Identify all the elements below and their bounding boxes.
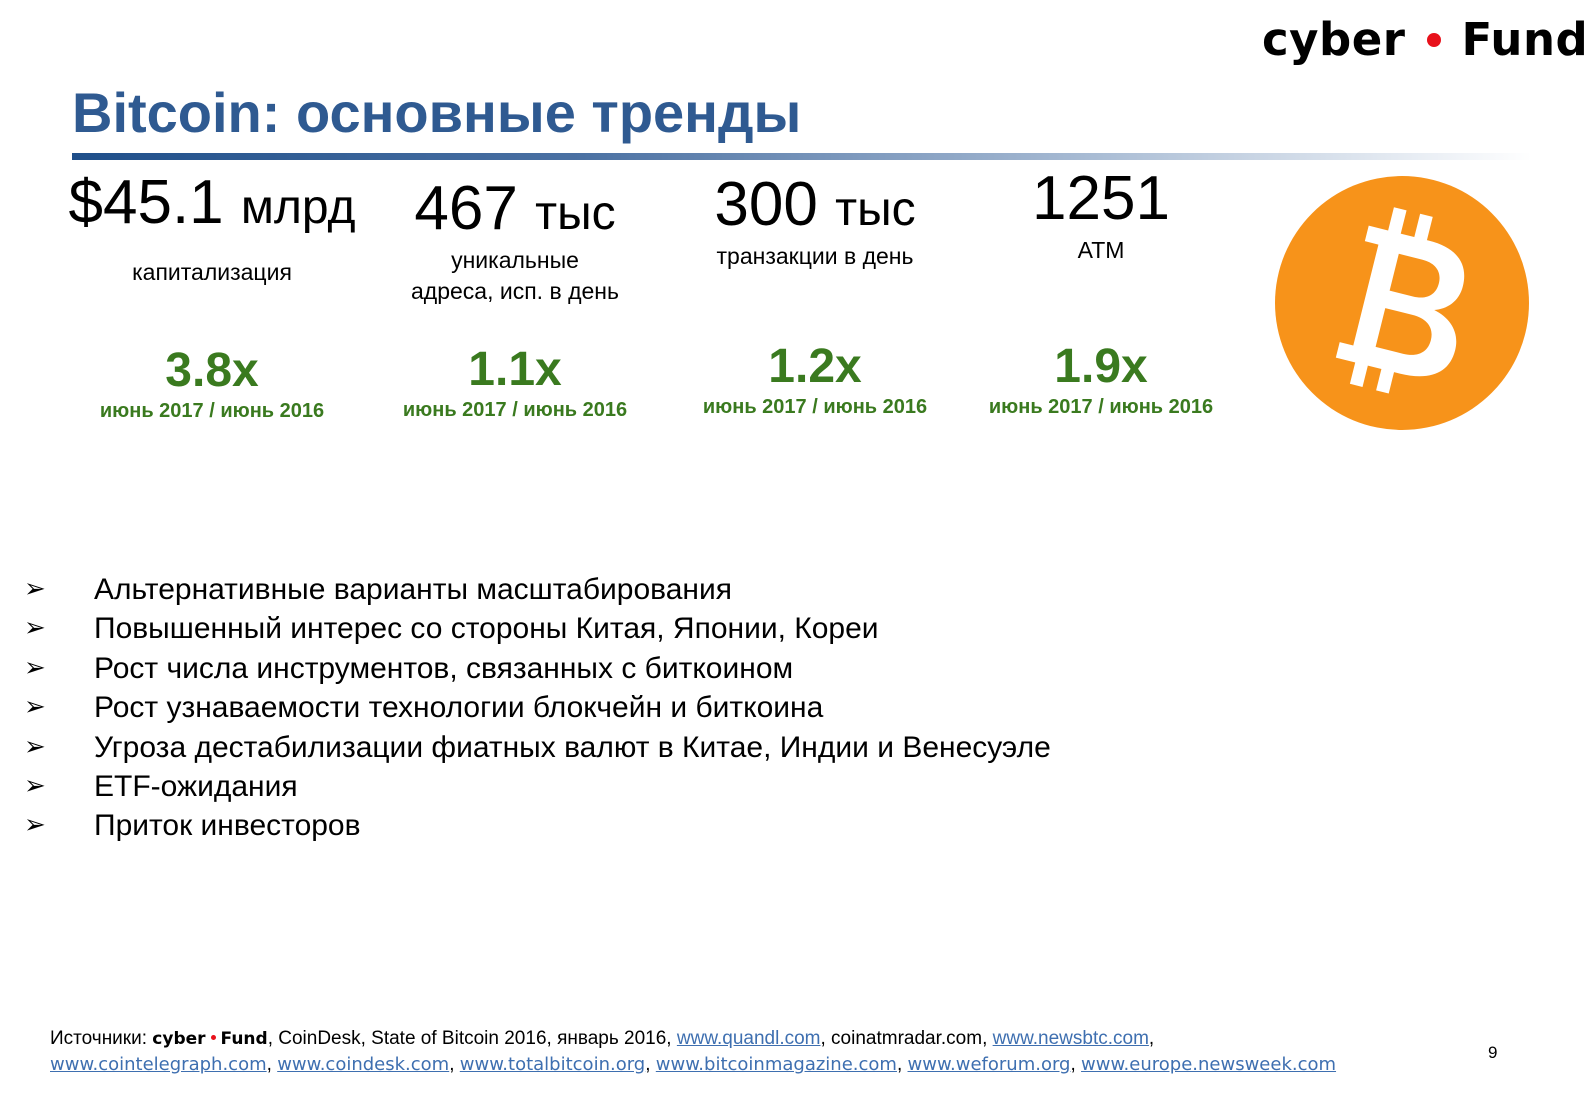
title-underline xyxy=(72,153,1532,160)
arrow-bullet-icon: ➢ xyxy=(24,770,46,801)
growth-period: июнь 2017 / июнь 2016 xyxy=(702,396,928,418)
list-item-text: Рост числа инструментов, связанных с бит… xyxy=(94,651,794,685)
source-link-quandl[interactable]: www.quandl.com xyxy=(676,1028,821,1049)
growth-atm: 1.9x июнь 2017 / июнь 2016 xyxy=(980,340,1222,420)
list-item-text: Рост узнаваемости технологии блокчейн и … xyxy=(94,691,824,725)
sources-text-1: , CoinDesk, State of Bitcoin 2016, январ… xyxy=(267,1028,677,1049)
list-item-text: Альтернативные варианты масштабирования xyxy=(94,573,732,606)
list-item: ➢ Приток инвесторов xyxy=(24,806,1051,845)
page-number: 9 xyxy=(1488,1043,1498,1062)
list-item: ➢ ETF-ожидания xyxy=(24,767,1051,806)
arrow-bullet-icon: ➢ xyxy=(24,810,46,841)
stat-value-line: 1251 xyxy=(980,166,1222,237)
list-item: ➢ Рост числа инструментов, связанных с би… xyxy=(24,649,1051,688)
sources-prefix: Источники: xyxy=(50,1028,148,1049)
source-link-weforum[interactable]: www.weforum.org xyxy=(907,1054,1071,1075)
source-link-cointelegraph[interactable]: www.cointelegraph.com xyxy=(50,1054,267,1075)
growth-multiplier: 1.2x xyxy=(768,340,862,393)
list-item: ➢ Рост узнаваемости технологии блокчейн и… xyxy=(24,688,1051,727)
list-item: ➢ Альтернативные варианты масштабирования xyxy=(24,570,1051,609)
stat-label: капитализация xyxy=(132,259,292,285)
stat-value: 1251 xyxy=(1032,164,1170,233)
list-item-text: Повышенный интерес со стороны Китая, Япо… xyxy=(94,612,879,646)
growth-unique-addresses: 1.1x июнь 2017 / июнь 2016 xyxy=(392,343,638,423)
stat-capitalization: $45.1 млрд капитализация xyxy=(60,170,364,288)
growth-multiplier: 1.9x xyxy=(1054,340,1148,393)
source-link-newsbtc[interactable]: www.newsbtc.com xyxy=(992,1028,1149,1049)
bitcoin-icon xyxy=(1275,176,1529,430)
stat-unique-addresses: 467 тыс уникальные адреса, исп. в день xyxy=(392,176,638,307)
cyber-fund-logo: cyber Fund xyxy=(1262,10,1588,70)
source-link-newsweek[interactable]: www.europe.newsweek.com xyxy=(1081,1054,1337,1075)
logo-dot xyxy=(1427,33,1442,47)
stat-transactions: 300 тыс транзакции в день xyxy=(690,172,940,272)
arrow-bullet-icon: ➢ xyxy=(24,692,46,723)
sources-logo-right: Fund xyxy=(220,1029,268,1049)
stat-label: транзакции в день xyxy=(716,243,914,269)
list-item: ➢ Угроза дестабилизации фиатных валют в К… xyxy=(24,728,1051,767)
arrow-bullet-icon: ➢ xyxy=(24,613,46,644)
growth-capitalization: 3.8x июнь 2017 / июнь 2016 xyxy=(60,344,364,424)
source-link-totalbitcoin[interactable]: www.totalbitcoin.org xyxy=(459,1054,646,1075)
stat-label: уникальные адреса, исп. в день xyxy=(411,247,619,304)
sources-line-2: www.cointelegraph.com, www.coindesk.com,… xyxy=(50,1054,1337,1075)
arrow-bullet-icon: ➢ xyxy=(24,652,46,683)
source-link-coindesk[interactable]: www.coindesk.com xyxy=(277,1054,450,1075)
growth-period: июнь 2017 / июнь 2016 xyxy=(99,400,325,422)
list-item: ➢ Повышенный интерес со стороны Китая, Яп… xyxy=(24,609,1051,648)
bitcoin-b-glyph xyxy=(1335,207,1465,394)
logo-right-text: Fund xyxy=(1461,13,1589,66)
stat-value-line: 467 тыс xyxy=(392,176,638,247)
arrow-bullet-icon: ➢ xyxy=(24,731,46,762)
growth-period: июнь 2017 / июнь 2016 xyxy=(988,396,1214,418)
stat-label: ATM xyxy=(1077,237,1125,263)
logo-left-text: cyber xyxy=(1262,13,1406,66)
trend-list: ➢ Альтернативные варианты масштабирования… xyxy=(24,570,1051,846)
stat-unit: тыс xyxy=(835,183,916,236)
growth-multiplier: 3.8x xyxy=(165,344,259,397)
stat-unit: тыс xyxy=(535,187,616,240)
sources-logo-left: cyber xyxy=(152,1029,206,1049)
sources-logo-dot xyxy=(210,1034,216,1040)
stat-value-line: $45.1 млрд xyxy=(60,170,364,241)
sources-text-3: , xyxy=(1148,1028,1155,1049)
growth-multiplier: 1.1x xyxy=(468,343,562,396)
page-title: Bitcoin: основные тренды xyxy=(72,81,802,144)
stat-atm: 1251 ATM xyxy=(980,166,1222,266)
stat-value: $45.1 xyxy=(68,168,224,237)
stat-value-line: 300 тыс xyxy=(690,172,940,243)
stat-value: 300 xyxy=(714,170,818,239)
sources-line-1: Источники: cyber Fund, CoinDesk, State of… xyxy=(50,1026,1336,1052)
growth-period: июнь 2017 / июнь 2016 xyxy=(402,399,628,421)
list-item-text: ETF-ожидания xyxy=(94,769,298,803)
source-link-bitcoinmagazine[interactable]: www.bitcoinmagazine.com xyxy=(655,1054,897,1075)
list-item-text: Приток инвесторов xyxy=(94,809,361,843)
sources-cyber-fund-logo: cyber Fund xyxy=(152,1029,267,1049)
stat-unit: млрд xyxy=(240,181,356,234)
growth-transactions: 1.2x июнь 2017 / июнь 2016 xyxy=(690,340,940,420)
sources-footnote: Источники: cyber Fund, CoinDesk, State of… xyxy=(50,1026,1336,1078)
list-item-text: Угроза дестабилизации фиатных валют в Ки… xyxy=(94,730,1051,764)
arrow-bullet-icon: ➢ xyxy=(24,574,46,604)
stat-value: 467 xyxy=(414,174,518,243)
sources-text-2: , coinatmradar.com, xyxy=(820,1028,993,1049)
